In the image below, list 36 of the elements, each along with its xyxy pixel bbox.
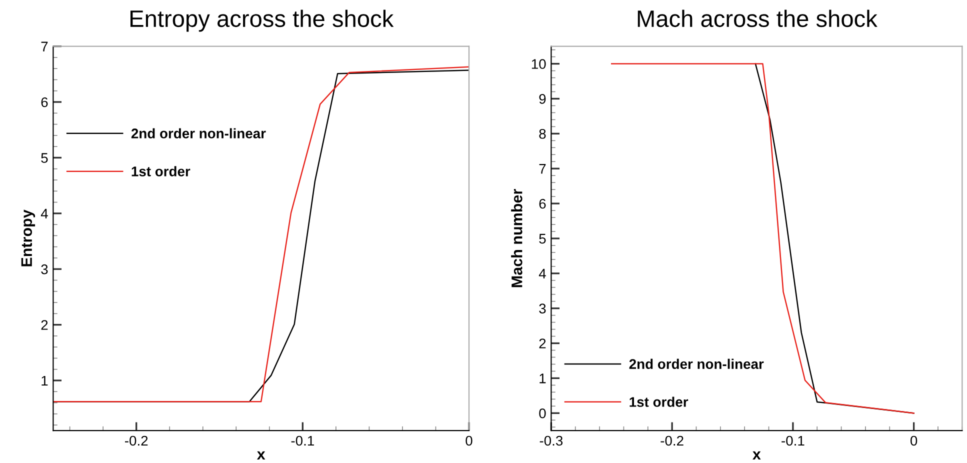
y-tick-label: 8 [539, 128, 546, 139]
y-tick-label: 7 [539, 164, 546, 174]
legend-label: 1st order [132, 166, 190, 176]
x-axis-title: x [256, 451, 266, 460]
y-tick-label: 6 [41, 97, 48, 108]
y-axis-title: Mach number [511, 189, 522, 288]
x-tick-label: 0 [466, 436, 472, 446]
x-axis-title: x [752, 451, 761, 460]
y-axis-title: Entropy [21, 210, 36, 266]
y-tick-label: 6 [539, 198, 546, 209]
x-tick-label: -0.3 [540, 436, 563, 446]
y-tick-label: 5 [539, 234, 546, 244]
y-tick-label: 7 [41, 42, 48, 52]
line-series [611, 63, 914, 414]
legend-label: 2nd order non-linear [131, 128, 266, 138]
y-tick-label: 1 [42, 376, 48, 386]
chart-title: Mach across the shock [638, 10, 878, 28]
x-tick-label: -0.1 [291, 436, 314, 446]
y-tick-label: 3 [41, 264, 48, 274]
legend-label: 2nd order non-linear [629, 358, 764, 369]
y-tick-label: 0 [539, 408, 546, 418]
x-tick-label: -0.2 [125, 436, 148, 446]
legend-label: 1st order [630, 396, 688, 407]
y-tick-label: 3 [539, 304, 546, 314]
x-tick-label: -0.2 [660, 436, 684, 446]
x-tick-label: -0.1 [782, 436, 804, 446]
x-tick-label: 0 [910, 436, 918, 446]
y-tick-label: 2 [539, 338, 546, 348]
y-tick-label: 4 [40, 208, 48, 218]
y-tick-label: 5 [41, 153, 48, 163]
y-tick-label: 10 [532, 59, 546, 69]
chart-title: Entropy across the shock [130, 10, 394, 32]
y-tick-label: 1 [540, 374, 546, 384]
y-tick-label: 2 [41, 320, 48, 330]
y-tick-label: 4 [538, 268, 546, 278]
y-tick-label: 9 [539, 94, 546, 104]
